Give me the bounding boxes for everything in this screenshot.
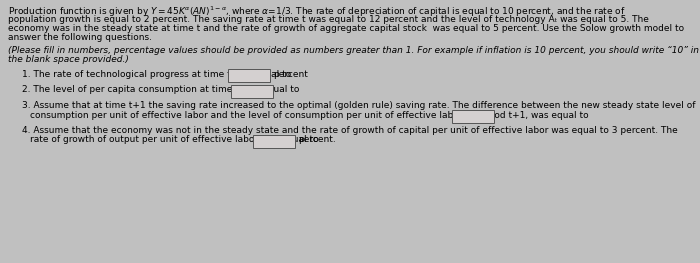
Text: percent: percent (273, 70, 308, 79)
Text: (Please fill in numbers, percentage values should be provided as numbers greater: (Please fill in numbers, percentage valu… (8, 46, 699, 55)
Text: population growth is equal to 2 percent. The saving rate at time t was equal to : population growth is equal to 2 percent.… (8, 14, 649, 23)
Text: Production function is given by $Y = 45K^{\alpha}(AN)^{1-\alpha}$, where $\alpha: Production function is given by $Y = 45K… (8, 5, 626, 19)
Text: 2. The level of per capita consumption at time t was equal to: 2. The level of per capita consumption a… (22, 85, 300, 94)
Text: rate of growth of output per unit of effective labor was equal to: rate of growth of output per unit of eff… (30, 135, 319, 144)
Text: consumption per unit of effective labor and the level of consumption per unit of: consumption per unit of effective labor … (30, 110, 589, 119)
Text: the blank space provided.): the blank space provided.) (8, 55, 129, 64)
Text: percent.: percent. (298, 135, 335, 144)
FancyBboxPatch shape (253, 134, 295, 148)
Text: 1. The rate of technological progress at time t was equal to: 1. The rate of technological progress at… (22, 70, 291, 79)
Text: 4. Assume that the economy was not in the steady state and the rate of growth of: 4. Assume that the economy was not in th… (22, 126, 678, 135)
FancyBboxPatch shape (228, 69, 270, 82)
Text: economy was in the steady state at time t and the rate of growth of aggregate ca: economy was in the steady state at time … (8, 24, 684, 33)
Text: answer the following questions.: answer the following questions. (8, 33, 152, 43)
FancyBboxPatch shape (231, 84, 273, 98)
FancyBboxPatch shape (452, 109, 494, 123)
Text: 3. Assume that at time t+1 the saving rate increased to the optimal (golden rule: 3. Assume that at time t+1 the saving ra… (22, 101, 696, 110)
